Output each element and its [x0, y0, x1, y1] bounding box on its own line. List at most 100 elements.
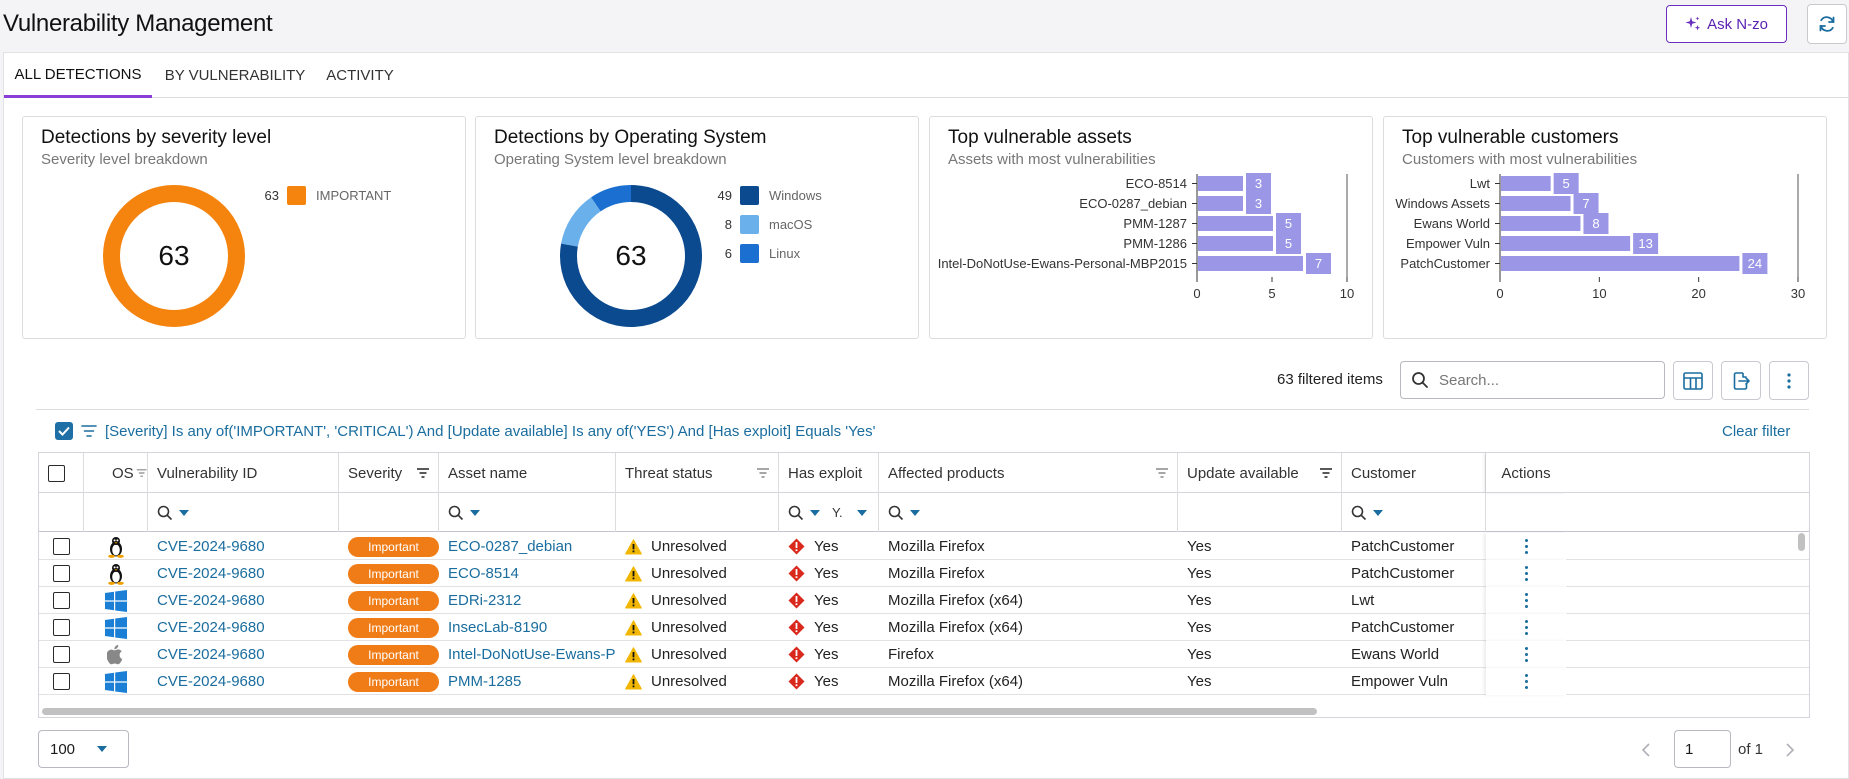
has-exploit-filter[interactable]: Y.	[779, 493, 879, 532]
ask-nzo-button[interactable]: Ask N-zo	[1666, 5, 1787, 43]
table-row[interactable]: CVE-2024-9680 Important EDRi-2312 Unresolve…	[39, 587, 1809, 614]
column-filter-icon[interactable]	[756, 467, 770, 479]
column-header-asset-name[interactable]: Asset name	[439, 453, 616, 493]
row-actions-button[interactable]	[1524, 647, 1528, 662]
column-filter-icon[interactable]	[136, 467, 147, 479]
table-row[interactable]: CVE-2024-9680 Important PMM-1285 Unresolved…	[39, 668, 1809, 695]
search-box[interactable]	[1400, 361, 1665, 399]
asset-name-filter[interactable]	[439, 493, 616, 532]
vulnerability-id-link[interactable]: CVE-2024-9680	[157, 673, 265, 690]
table-row[interactable]: CVE-2024-9680 Important InsecLab-8190 Unres…	[39, 614, 1809, 641]
vulnerability-id-link[interactable]: CVE-2024-9680	[157, 565, 265, 582]
row-checkbox[interactable]	[53, 619, 70, 636]
page-size-select[interactable]: 100	[38, 730, 129, 768]
update-available-text: Yes	[1187, 538, 1212, 555]
tab-activity[interactable]: ACTIVITY	[326, 67, 394, 84]
row-actions-button[interactable]	[1524, 539, 1528, 554]
filtered-count: 63 filtered items	[1277, 371, 1383, 388]
chevron-down-icon[interactable]	[1373, 509, 1383, 516]
bar[interactable]	[1501, 196, 1571, 211]
table-row[interactable]: CVE-2024-9680 Important Intel-DoNotUse-Ewa…	[39, 641, 1809, 668]
row-checkbox[interactable]	[53, 673, 70, 690]
column-filter-icon[interactable]	[1319, 467, 1333, 479]
legend-item-linux[interactable]: 6 Linux	[714, 244, 800, 263]
row-checkbox[interactable]	[53, 592, 70, 609]
donut-slice-important[interactable]	[103, 185, 245, 327]
affected-products-filter[interactable]	[879, 493, 1178, 532]
column-header-update-available[interactable]: Update available	[1178, 453, 1342, 493]
legend-label: Windows	[769, 188, 822, 203]
donut-slice-macos[interactable]	[561, 197, 601, 247]
chevron-down-icon[interactable]	[810, 509, 820, 516]
page-number-input[interactable]: 1	[1674, 730, 1731, 768]
bar[interactable]	[1501, 216, 1581, 231]
next-page-icon[interactable]	[1785, 743, 1795, 757]
chevron-down-icon[interactable]	[856, 509, 867, 516]
clear-filter-link[interactable]: Clear filter	[1722, 423, 1791, 440]
horizontal-scrollbar[interactable]	[42, 708, 1317, 715]
customer-filter[interactable]	[1342, 493, 1486, 532]
column-settings-button[interactable]	[1673, 361, 1713, 400]
previous-page-icon[interactable]	[1641, 743, 1651, 757]
column-header-severity[interactable]: Severity	[339, 453, 439, 493]
vulnerability-id-link[interactable]: CVE-2024-9680	[157, 646, 265, 663]
chevron-down-icon[interactable]	[470, 509, 480, 516]
bar[interactable]	[1198, 176, 1243, 191]
vuln-id-filter[interactable]	[148, 493, 339, 532]
row-actions-button[interactable]	[1524, 566, 1528, 581]
asset-name-link[interactable]: Intel-DoNotUse-Ewans-Per...	[448, 646, 616, 663]
export-button[interactable]	[1721, 361, 1761, 400]
row-actions-button[interactable]	[1524, 620, 1528, 635]
vertical-scrollbar[interactable]	[1798, 533, 1805, 551]
asset-name-link[interactable]: ECO-8514	[448, 565, 519, 582]
row-checkbox[interactable]	[53, 538, 70, 555]
card-subtitle: Customers with most vulnerabilities	[1402, 151, 1638, 168]
filter-toggle-checkbox[interactable]	[55, 422, 73, 440]
column-header-has-exploit[interactable]: Has exploit	[779, 453, 879, 493]
search-input[interactable]	[1439, 371, 1639, 389]
row-actions-button[interactable]	[1524, 593, 1528, 608]
donut-slice-linux[interactable]	[591, 185, 632, 212]
column-header-affected-products[interactable]: Affected products	[879, 453, 1178, 493]
row-actions-button[interactable]	[1524, 674, 1528, 689]
donut-slice-windows[interactable]	[560, 185, 702, 327]
bar[interactable]	[1198, 216, 1273, 231]
row-checkbox[interactable]	[53, 565, 70, 582]
tab-by-vulnerability[interactable]: BY VULNERABILITY	[164, 67, 306, 84]
refresh-button[interactable]	[1807, 4, 1847, 44]
table-row[interactable]: CVE-2024-9680 Important ECO-0287_debian Unr…	[39, 533, 1809, 560]
bar[interactable]	[1198, 256, 1303, 271]
bar[interactable]	[1501, 236, 1631, 251]
vulnerability-id-link[interactable]: CVE-2024-9680	[157, 538, 265, 555]
column-header-vulnerability-id[interactable]: Vulnerability ID	[148, 453, 339, 493]
asset-name-link[interactable]: PMM-1285	[448, 673, 522, 690]
row-checkbox[interactable]	[53, 646, 70, 663]
asset-name-link[interactable]: InsecLab-8190	[448, 619, 548, 636]
bar[interactable]	[1501, 176, 1551, 191]
customer-text: PatchCustomer	[1351, 538, 1455, 555]
more-options-button[interactable]	[1769, 361, 1809, 400]
legend-item-macos[interactable]: 8 macOS	[714, 215, 812, 234]
filter-expression[interactable]: [Severity] Is any of('IMPORTANT', 'CRITI…	[105, 422, 876, 440]
column-header-os[interactable]: OS	[84, 453, 148, 493]
bar[interactable]	[1501, 256, 1740, 271]
asset-name-link[interactable]: EDRi-2312	[448, 592, 522, 609]
bar[interactable]	[1198, 196, 1243, 211]
legend-item-windows[interactable]: 49 Windows	[714, 186, 822, 205]
column-filter-icon[interactable]	[1155, 467, 1169, 479]
chevron-down-icon[interactable]	[179, 509, 189, 516]
column-filter-icon[interactable]	[416, 467, 430, 479]
column-header-threat-status[interactable]: Threat status	[616, 453, 779, 493]
chevron-down-icon[interactable]	[910, 509, 920, 516]
warning-icon	[625, 538, 642, 554]
vulnerability-id-link[interactable]: CVE-2024-9680	[157, 619, 265, 636]
tab-all-detections[interactable]: ALL DETECTIONS	[4, 53, 152, 98]
column-header-customer[interactable]: Customer	[1342, 453, 1486, 493]
legend-item-important[interactable]: 63 IMPORTANT	[261, 186, 391, 205]
asset-name-link[interactable]: ECO-0287_debian	[448, 538, 573, 555]
sparkle-icon	[1685, 16, 1701, 31]
table-row[interactable]: CVE-2024-9680 Important ECO-8514 Unresolved…	[39, 560, 1809, 587]
select-all-checkbox[interactable]	[48, 464, 65, 482]
vulnerability-id-link[interactable]: CVE-2024-9680	[157, 592, 265, 609]
bar[interactable]	[1198, 236, 1273, 251]
